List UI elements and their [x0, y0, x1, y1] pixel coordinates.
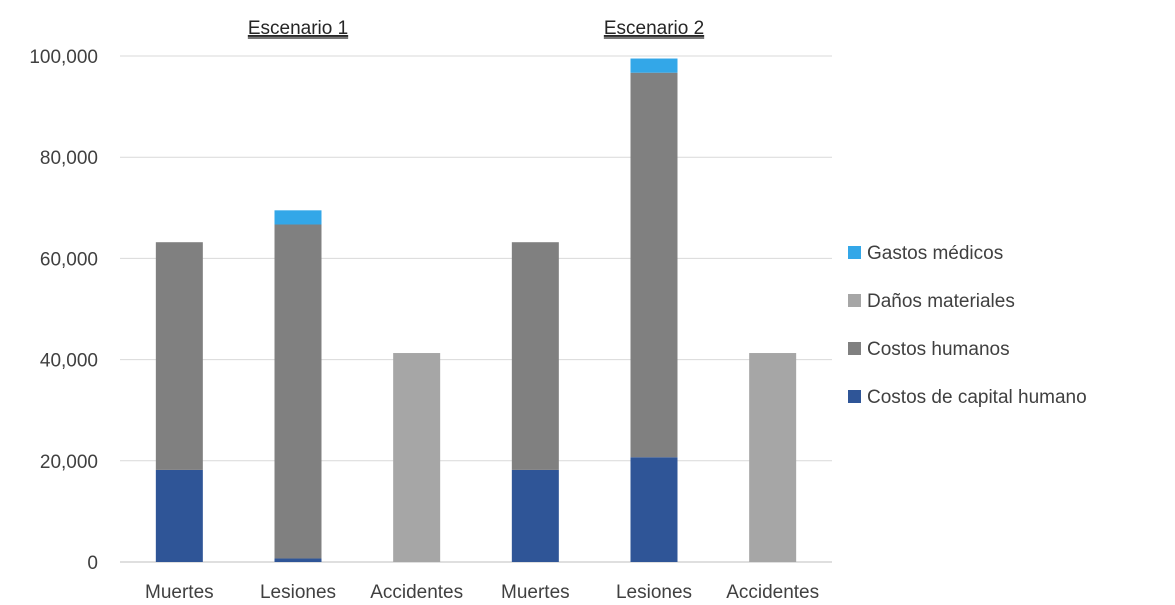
x-category-label: Muertes — [145, 582, 214, 603]
y-axis-ticks: 0 20,000 40,000 60,000 80,000 100,000 — [29, 47, 98, 574]
legend-swatch — [848, 390, 861, 403]
bar-segment — [511, 242, 559, 470]
bar-segment — [630, 72, 678, 458]
y-tick-label: 40,000 — [40, 351, 98, 372]
bar-segment — [630, 457, 678, 562]
bar-segment — [155, 469, 203, 562]
bar-segment — [274, 558, 322, 562]
bar-segment — [274, 210, 322, 225]
x-category-label: Lesiones — [616, 582, 692, 603]
legend-swatch — [848, 246, 861, 259]
scenario-labels: Escenario 1 Escenario 2 — [247, 18, 705, 39]
bars — [155, 58, 797, 562]
gridlines — [120, 55, 832, 563]
y-tick-label: 100,000 — [29, 47, 98, 68]
legend-label: Daños materiales — [867, 291, 1015, 312]
y-tick-label: 80,000 — [40, 148, 98, 169]
legend-label: Gastos médicos — [867, 243, 1003, 264]
legend-swatch — [848, 294, 861, 307]
bar-segment — [511, 469, 559, 562]
y-tick-label: 60,000 — [40, 249, 98, 270]
scenario-label: Escenario 2 — [604, 18, 704, 39]
y-tick-label: 0 — [87, 553, 98, 574]
legend-label: Costos humanos — [867, 339, 1010, 360]
x-category-label: Accidentes — [726, 582, 819, 603]
bar-segment — [630, 58, 678, 73]
legend: Gastos médicos Daños materiales Costos hum… — [848, 243, 1087, 408]
x-category-label: Muertes — [501, 582, 570, 603]
scenario-label: Escenario 1 — [248, 18, 348, 39]
bar-segment — [749, 353, 797, 562]
x-axis-categories: Muertes Lesiones Accidentes Muertes Lesiones… — [145, 582, 819, 603]
x-category-label: Accidentes — [370, 582, 463, 603]
y-tick-label: 20,000 — [40, 452, 98, 473]
legend-label: Costos de capital humano — [867, 387, 1087, 408]
legend-swatch — [848, 342, 861, 355]
bar-segment — [155, 242, 203, 470]
bar-segment — [393, 353, 441, 562]
x-category-label: Lesiones — [260, 582, 336, 603]
bar-segment — [274, 224, 322, 559]
